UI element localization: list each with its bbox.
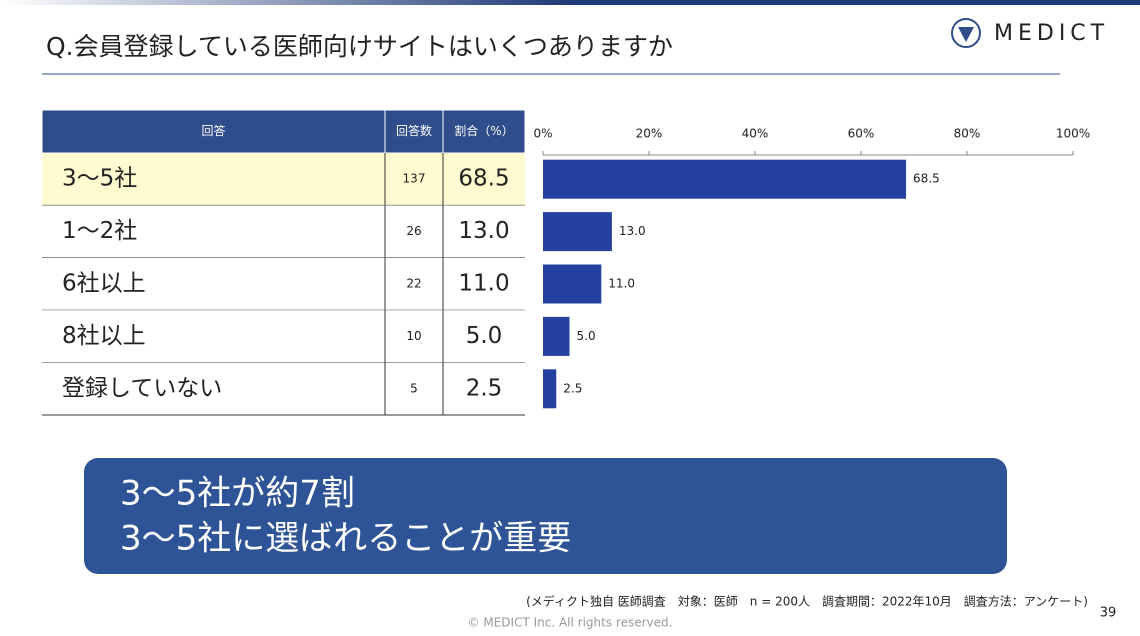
- bar: [543, 159, 907, 199]
- bar-chart: 0% 20% 40% 60% 80% 100% 68.5 13.0 11.0 5.0 2.5: [533, 127, 1090, 409]
- x-tick-label: 20%: [636, 127, 663, 141]
- data-label: 68.5: [913, 172, 940, 186]
- x-tick-label: 60%: [848, 127, 875, 141]
- logo-icon: [951, 18, 981, 48]
- category-cell: 1〜2社: [62, 218, 137, 244]
- logo-icon-mark: [958, 27, 974, 42]
- count-cell: 22: [406, 277, 421, 291]
- bar: [543, 369, 557, 409]
- bar: [543, 316, 570, 356]
- data-label: 13.0: [619, 224, 646, 238]
- percent-cell: 2.5: [466, 375, 503, 401]
- callout-box: [84, 458, 1007, 574]
- bar: [543, 212, 612, 252]
- slide-title: Q.会員登録している医師向けサイトはいくつありますか: [46, 32, 673, 61]
- table-row: [42, 310, 525, 363]
- percent-cell: 11.0: [458, 271, 509, 297]
- bar: [543, 264, 602, 304]
- callout-text: 3〜5社に選ばれることが重要: [120, 519, 571, 559]
- x-tick-label: 80%: [954, 127, 981, 141]
- logo: MEDICT: [951, 18, 1109, 48]
- table-row: [42, 205, 525, 258]
- category-cell: 登録していない: [62, 375, 222, 401]
- page-number: 39: [1100, 606, 1117, 621]
- count-cell: 26: [406, 224, 421, 238]
- callout-text: 3〜5社が約7割: [120, 474, 355, 514]
- top-band: [0, 0, 1140, 5]
- percent-cell: 5.0: [466, 323, 503, 349]
- table-row: [42, 257, 525, 311]
- header-cell: 回答数: [396, 123, 432, 138]
- percent-cell: 13.0: [458, 218, 509, 244]
- category-cell: 8社以上: [62, 323, 146, 349]
- percent-cell: 68.5: [458, 166, 509, 192]
- x-tick-label: 0%: [533, 127, 552, 141]
- header-cell: 回答: [201, 123, 225, 138]
- copyright: © MEDICT Inc. All rights reserved.: [468, 616, 673, 630]
- category-cell: 6社以上: [62, 271, 146, 297]
- table-row: [42, 362, 525, 415]
- count-cell: 10: [406, 329, 421, 343]
- data-label: 5.0: [577, 329, 596, 343]
- count-cell: 137: [403, 172, 426, 186]
- category-cell: 3〜5社: [62, 166, 137, 192]
- x-tick-label: 40%: [742, 127, 769, 141]
- table-header: [41, 109, 526, 154]
- logo-text: MEDICT: [994, 21, 1109, 46]
- table-row: [42, 153, 525, 206]
- footnote: (メディクト独自 医師調査 対象：医師 n = 200人 調査期間：2022年1…: [526, 594, 1088, 609]
- header-cell: 割合（%）: [454, 123, 513, 138]
- table: 回答 回答数 割合（%） 3〜5社 137 68.5 1〜2社 26 13.0 6社以上 22 11.…: [41, 109, 526, 416]
- x-tick-label: 100%: [1056, 127, 1090, 141]
- data-label: 2.5: [563, 381, 582, 395]
- count-cell: 5: [410, 381, 418, 395]
- data-label: 11.0: [608, 277, 635, 291]
